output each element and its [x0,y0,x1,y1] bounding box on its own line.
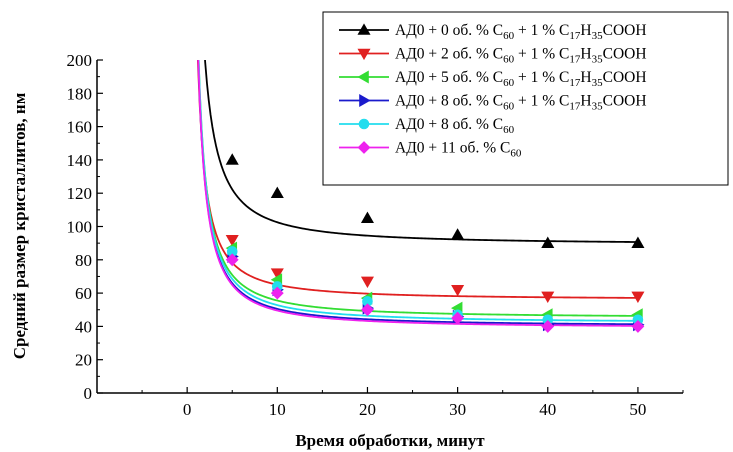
x-axis-title: Время обработки, минут [295,431,485,450]
fit-curve [204,60,638,243]
data-point [360,276,374,289]
data-point [270,186,284,198]
data-point [225,235,239,247]
data-point [451,228,465,240]
data-point [451,311,465,325]
y-tick-label: 100 [67,218,93,237]
legend-swatch-marker [357,48,371,61]
data-point [270,268,284,280]
fit-curve [197,60,638,322]
data-point [631,291,645,304]
x-tick-label: 30 [449,400,466,419]
data-point [451,284,465,297]
data-point [361,303,374,317]
data-point [225,153,239,165]
legend-box [322,11,729,186]
legend-entry: АД0 + 5 об. % C60 + 1 % C17H35COOH [395,69,647,89]
legend-swatch-marker [357,23,371,35]
legend-swatch-marker [359,93,371,108]
fit-curve [197,60,638,326]
legend: АД0 + 0 об. % C60 + 1 % C17H35COOH АД0 + … [322,11,729,186]
legend-entry: АД0 + 0 об. % C60 + 1 % C17H35COOH [395,22,647,42]
y-tick-label: 0 [84,384,93,403]
legend-entry: АД0 + 11 об. % C60 [395,140,522,160]
legend-entry: АД0 + 8 об. % C60 + 1 % C17H35COOH [395,93,647,113]
data-point [541,291,555,304]
data-point [541,319,555,333]
axes: 0 20 40 60 80 100 120 140 160 180 200 0 10 20 30 40 50 [67,51,684,419]
x-tick-label: 20 [359,400,376,419]
data-point [541,236,555,248]
x-tick-label: 0 [183,400,192,419]
y-axis-title: Средний размер кристаллитов, нм [10,92,29,359]
x-tick-label: 40 [539,400,556,419]
fit-curve [197,60,638,327]
data-point [631,236,645,248]
y-tick-label: 200 [67,51,93,70]
y-tick-label: 140 [67,151,93,170]
data-points [225,153,645,333]
y-tick-label: 20 [75,351,92,370]
data-point [225,253,239,267]
fit-curve [196,60,638,299]
x-tick-label: 50 [629,400,646,419]
legend-swatch-marker [357,70,369,84]
legend-entry: АД0 + 8 об. % C60 [395,116,515,136]
fit-curve [197,60,638,317]
data-point [360,211,374,223]
data-point [270,286,284,300]
data-point [631,319,645,333]
x-tick-label: 10 [269,400,286,419]
y-tick-label: 80 [75,251,92,270]
fit-curves [196,60,638,327]
y-tick-label: 60 [75,284,92,303]
legend-entry: АД0 + 2 об. % C60 + 1 % C17H35COOH [395,46,647,66]
legend-swatch-marker [358,118,370,130]
y-tick-label: 160 [67,118,93,137]
y-tick-label: 120 [67,184,93,203]
legend-swatch-marker [357,141,371,154]
y-tick-label: 180 [67,84,93,103]
y-tick-label: 40 [75,317,92,336]
